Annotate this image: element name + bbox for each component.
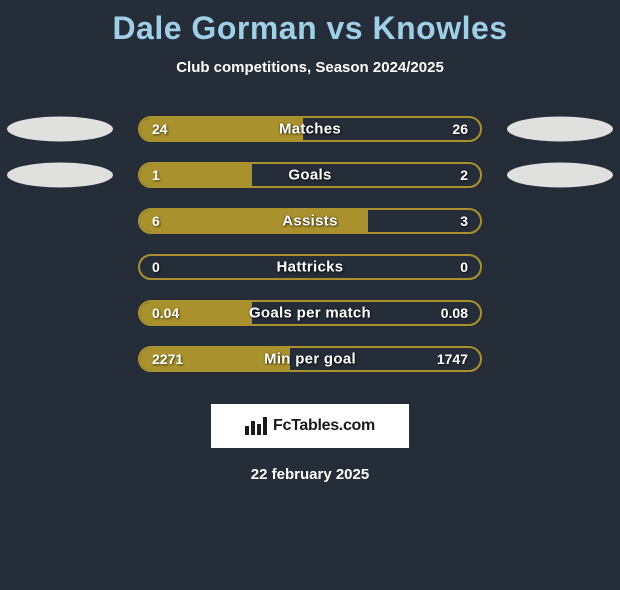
stat-value-left: 0.04 — [152, 305, 179, 321]
stat-value-left: 2271 — [152, 351, 183, 367]
stat-row: 0.040.08Goals per match — [0, 290, 620, 336]
stat-value-left: 1 — [152, 167, 160, 183]
stat-value-left: 24 — [152, 121, 168, 137]
stat-value-right: 3 — [460, 213, 468, 229]
stat-bar-track: 12Goals — [138, 162, 482, 188]
stat-bar-track: 0.040.08Goals per match — [138, 300, 482, 326]
fctables-badge[interactable]: FcTables.com — [211, 404, 409, 448]
fctables-label: FcTables.com — [273, 417, 375, 435]
stat-value-right: 0 — [460, 259, 468, 275]
stat-bar-track: 63Assists — [138, 208, 482, 234]
stat-bar-track: 0 0Hattricks — [138, 254, 482, 280]
stat-value-right: 2 — [460, 167, 468, 183]
stat-value-right: 26 — [452, 121, 468, 137]
stat-value-right: 0.08 — [441, 305, 468, 321]
stat-row: 12Goals — [0, 152, 620, 198]
player-left-ellipse — [7, 163, 113, 188]
stat-row: 2426Matches — [0, 106, 620, 152]
stat-value-left: 0 — [152, 259, 160, 275]
date-text: 22 february 2025 — [0, 466, 620, 483]
stat-row: 22711747Min per goal — [0, 336, 620, 382]
page-title: Dale Gorman vs Knowles — [0, 10, 620, 47]
stat-bar-track: 22711747Min per goal — [138, 346, 482, 372]
stat-row: 0 0Hattricks — [0, 244, 620, 290]
stat-bar-fill — [140, 210, 368, 232]
player-right-ellipse — [507, 163, 613, 188]
stat-label: Hattricks — [140, 259, 480, 276]
player-right-ellipse — [507, 117, 613, 142]
bar-chart-icon — [245, 417, 267, 435]
stat-row: 63Assists — [0, 198, 620, 244]
subtitle: Club competitions, Season 2024/2025 — [0, 59, 620, 76]
stat-bar-track: 2426Matches — [138, 116, 482, 142]
stat-value-right: 1747 — [437, 351, 468, 367]
player-left-ellipse — [7, 117, 113, 142]
stat-value-left: 6 — [152, 213, 160, 229]
comparison-chart: 2426Matches12Goals63Assists00Hattricks0.… — [0, 106, 620, 382]
